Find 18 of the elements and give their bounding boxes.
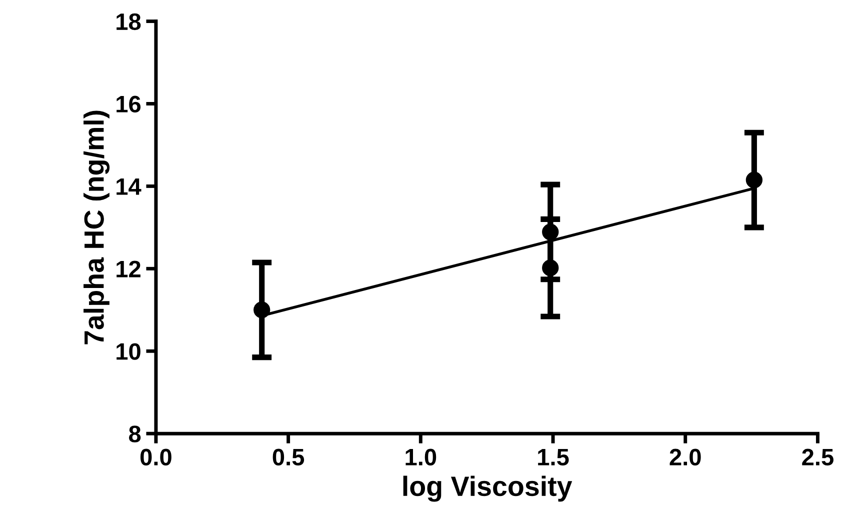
x-tick-label: 2.5 bbox=[802, 448, 834, 466]
x-tick-label: 0.0 bbox=[140, 448, 172, 466]
point bbox=[542, 224, 559, 240]
y-tick-label: 18 bbox=[116, 13, 141, 30]
x-tick-label: 2.0 bbox=[670, 448, 701, 466]
y-tick-label: 8 bbox=[128, 426, 141, 442]
x-tick-label: 1.5 bbox=[538, 449, 569, 466]
y-tick-label: 12 bbox=[116, 260, 140, 278]
x-tick-label: 0.5 bbox=[272, 448, 304, 466]
x-axis-title: log Viscosity bbox=[403, 476, 572, 502]
x-tick-label: 1.0 bbox=[406, 448, 436, 466]
point bbox=[746, 172, 763, 188]
y-tick-label: 16 bbox=[116, 96, 141, 113]
y-axis-title: 7alpha HC (ng/ml) bbox=[84, 110, 110, 344]
point bbox=[542, 260, 559, 276]
point bbox=[254, 302, 270, 318]
y-tick-label: 14 bbox=[116, 178, 142, 195]
y-tick-label: 10 bbox=[116, 343, 140, 360]
